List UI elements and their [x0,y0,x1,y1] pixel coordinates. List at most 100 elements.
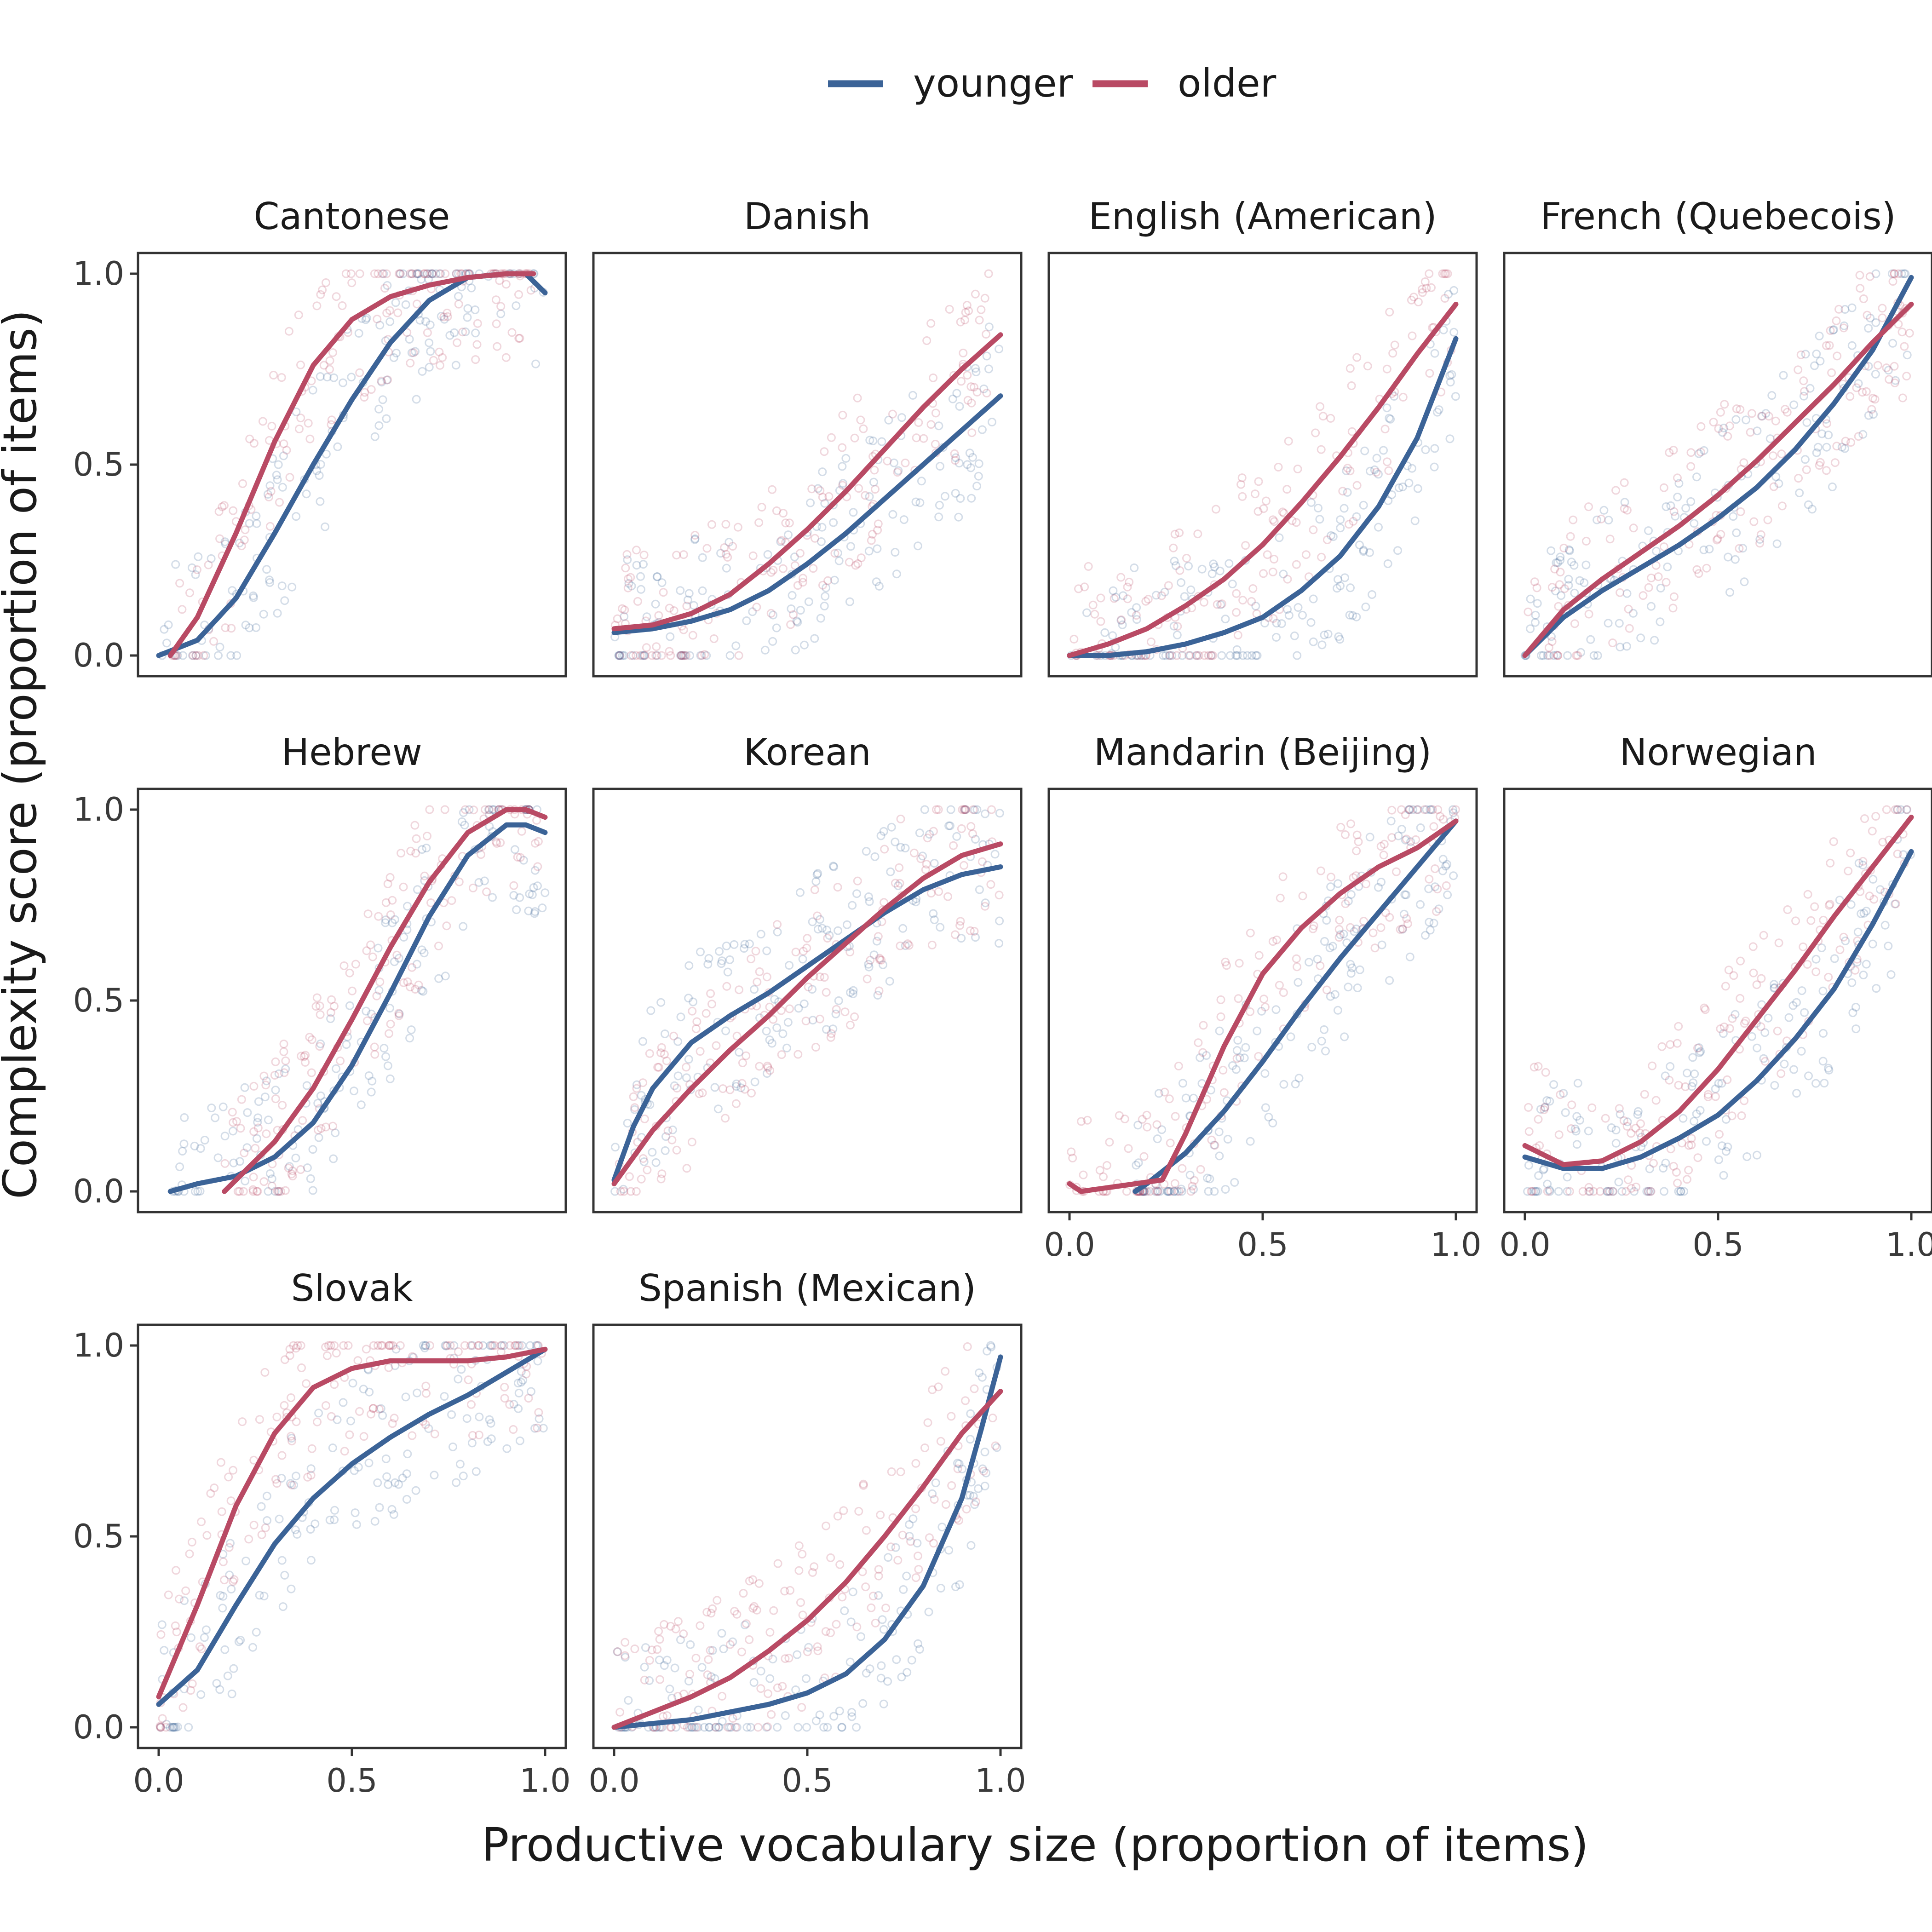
data-point-older [301,1058,310,1067]
data-point-older [887,1467,896,1476]
data-point-older [1341,899,1350,908]
data-point-younger [1365,833,1374,842]
data-point-older [1263,550,1272,559]
data-point-older [385,1029,393,1038]
x-tick-label: 0.0 [1044,1226,1095,1264]
data-point-younger [1633,1110,1642,1119]
data-point-older [1345,520,1353,529]
data-point-older [1729,971,1738,980]
data-point-older [1888,277,1898,286]
data-point-younger [873,991,882,1000]
data-point-older [435,269,444,278]
data-point-younger [1759,1054,1768,1063]
data-point-younger [944,821,954,830]
data-point-younger [884,1553,893,1562]
data-point-older [666,651,675,660]
data-point-younger [837,1723,846,1732]
data-point-older [178,1703,188,1712]
data-point-younger [1797,1046,1806,1056]
data-point-younger [905,1532,914,1541]
data-point-older [765,1627,775,1637]
y-tick-label: 1.0 [73,1327,124,1364]
data-point-younger [642,612,651,621]
data-point-older [244,1535,253,1544]
data-point-younger [1561,1108,1570,1117]
data-point-older [1625,624,1634,633]
data-point-older [516,853,525,862]
data-point-younger [454,292,463,301]
data-point-younger [1830,954,1839,963]
data-point-older [669,606,678,615]
data-point-older [1631,1124,1640,1133]
data-point-younger [817,924,827,933]
data-point-younger [214,651,223,660]
data-point-younger [1228,1061,1237,1070]
data-point-younger [448,1442,457,1451]
data-point-older [414,980,423,989]
data-point-younger [1422,805,1431,814]
data-point-younger [180,1596,189,1605]
data-point-younger [218,1592,228,1601]
data-point-older [955,921,965,930]
data-point-younger [1564,575,1573,584]
data-point-older [281,1186,290,1195]
data-point-older [156,1723,166,1732]
data-point-younger [312,466,321,475]
data-point-older [1414,298,1423,306]
data-point-older [624,574,632,583]
y-tick-label: 0.5 [73,1518,124,1555]
data-point-older [969,805,978,814]
data-point-younger [259,1592,269,1601]
data-point-younger [864,962,874,972]
data-point-younger [746,1723,755,1732]
data-point-younger [1345,610,1354,620]
x-tick-label: 0.5 [782,1762,833,1800]
data-point-older [690,531,700,540]
data-point-older [158,1714,167,1723]
data-point-older [339,961,349,970]
data-point-older [852,1622,862,1632]
data-point-younger [191,651,201,660]
data-point-younger [1315,515,1324,524]
data-point-older [1425,874,1434,884]
x-tick-label: 1.0 [519,1762,570,1800]
data-point-younger [756,1667,765,1676]
data-point-older [156,1723,165,1732]
data-point-older [1080,582,1089,592]
data-point-older [1719,1022,1729,1031]
data-point-younger [1260,619,1269,627]
data-point-older [370,1042,379,1052]
data-point-older [1341,830,1350,839]
data-point-older [853,559,862,568]
data-point-younger [1689,1078,1698,1087]
data-point-older [1632,1182,1641,1191]
data-point-younger [869,950,879,960]
data-point-older [754,518,764,527]
data-point-older [1629,523,1638,533]
data-point-younger [1100,628,1110,637]
data-point-older [769,1015,778,1024]
data-point-younger [818,467,827,477]
data-point-older [911,1573,920,1582]
data-point-younger [849,986,858,995]
data-point-younger [1352,612,1361,621]
data-point-older [875,954,884,963]
data-point-older [934,805,943,814]
data-point-older [682,1063,691,1072]
data-point-younger [1208,569,1217,578]
data-point-older [941,1500,950,1509]
data-point-older [961,805,971,814]
data-point-older [802,943,811,953]
data-point-younger [1645,1164,1654,1173]
data-point-older [638,1154,648,1163]
data-point-older [280,1068,289,1077]
data-point-younger [218,1102,228,1111]
data-point-younger [1238,651,1248,660]
data-point-younger [1871,318,1880,327]
data-point-younger [995,916,1004,926]
data-point-younger [828,1024,838,1034]
data-point-younger [502,1444,512,1453]
data-point-older [866,955,875,965]
data-point-older [1241,541,1250,550]
data-point-older [411,985,420,994]
